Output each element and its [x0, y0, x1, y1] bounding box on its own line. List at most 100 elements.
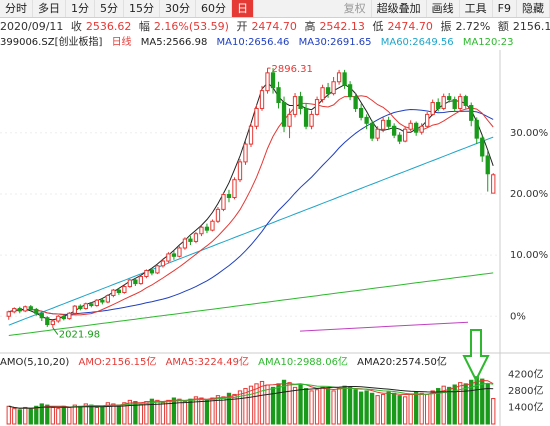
volume-bar: [199, 397, 204, 425]
candle-body: [336, 72, 342, 83]
volume-bar: [226, 392, 232, 425]
toolbar-item-1[interactable]: 超级叠加: [372, 0, 427, 17]
volume-bar: [116, 404, 122, 425]
volume-bar: [182, 401, 188, 425]
volume-bar: [425, 393, 430, 425]
volume-bar: [122, 402, 127, 425]
candle-body: [375, 128, 380, 139]
candle-body: [232, 179, 237, 199]
candle-body: [237, 161, 243, 181]
tab-6[interactable]: 60分: [196, 0, 232, 17]
candle-body: [89, 303, 94, 307]
volume-bar: [441, 385, 446, 425]
volume-bar: [72, 404, 77, 425]
candle-body: [414, 122, 419, 133]
volume-bar: [89, 404, 94, 425]
volume-bar: [6, 405, 11, 425]
candle-body: [100, 299, 105, 303]
candle-body: [265, 72, 270, 92]
toolbar-item-4[interactable]: F9: [493, 0, 517, 17]
ma5-line: [8, 82, 494, 321]
toolbar-item-3[interactable]: 工具: [460, 0, 493, 17]
tab-3[interactable]: 5分: [95, 0, 124, 17]
candle-body: [67, 312, 72, 320]
tab-1[interactable]: 多日: [33, 0, 66, 17]
ma250-line: [299, 321, 469, 332]
candle-body: [369, 122, 375, 139]
change-label: 幅: [138, 20, 150, 33]
change-value: 2.16%(53.59): [153, 20, 229, 33]
ma120-legend: MA120:23: [462, 37, 514, 48]
candle-body: [177, 247, 182, 257]
tab-5[interactable]: 30分: [160, 0, 196, 17]
low-label: 低: [372, 20, 384, 33]
low-price-pointer: [52, 327, 59, 335]
volume-bar: [309, 390, 314, 425]
candle-body: [458, 96, 463, 109]
tab-2[interactable]: 1分: [66, 0, 95, 17]
ma30-legend: MA30:2691.65: [298, 37, 372, 48]
volume-bar: [100, 405, 105, 425]
price-tick-label: 30.00%: [510, 128, 548, 139]
toolbar-item-2[interactable]: 画线: [427, 0, 460, 17]
index-code: 399006.SZ: [0, 37, 55, 48]
volume-bar: [364, 390, 369, 425]
candle-body: [397, 134, 402, 142]
candle-body: [155, 265, 160, 274]
candle-body: [358, 107, 364, 118]
candle-body: [243, 143, 248, 163]
volume-bar: [270, 386, 276, 425]
volume-bar: [281, 379, 287, 425]
candle-body: [331, 81, 336, 95]
volume-bar: [391, 392, 397, 425]
candle-body: [221, 194, 226, 210]
volume-bar: [325, 388, 331, 425]
volume-bar: [232, 393, 237, 425]
candle-body: [116, 289, 122, 294]
candle-body: [380, 119, 386, 130]
candle-body: [17, 308, 22, 312]
candle-body: [287, 113, 292, 127]
volume-bar: [127, 399, 133, 425]
volume-bar: [403, 396, 408, 425]
candle-body: [309, 113, 314, 127]
toolbar-item-5[interactable]: 隐藏: [517, 0, 550, 17]
amo-ma10-line: [8, 382, 494, 409]
kline-chart[interactable]: 30.00% 20.00% 10.00% 0% 2896.31 2021.98 4200亿 2…: [0, 50, 550, 426]
volume-bar: [149, 398, 155, 425]
amount-value: 2156.15亿: [512, 20, 550, 33]
candle-body: [419, 125, 424, 133]
candle-body: [133, 279, 138, 285]
low-value: 2474.70: [387, 20, 433, 33]
ma60-legend: MA60:2649.56: [380, 37, 454, 48]
candle-body: [325, 87, 331, 95]
volume-bar: [331, 390, 336, 425]
candle-body: [138, 275, 144, 285]
tab-7[interactable]: 日: [232, 0, 254, 17]
tab-4[interactable]: 15分: [124, 0, 160, 17]
volume-bar: [94, 406, 99, 425]
volume-bar: [221, 396, 226, 425]
volume-bar: [336, 388, 342, 425]
amo-ma20-line: [8, 386, 494, 409]
volume-bar: [83, 403, 88, 425]
high-label: 高: [304, 20, 316, 33]
volume-bar: [397, 395, 402, 425]
volume-bar: [287, 382, 292, 425]
candle-body: [447, 96, 452, 101]
close-label: 收: [70, 20, 82, 33]
candle-body: [61, 315, 66, 320]
volume-bar: [67, 406, 72, 425]
ma30-line: [8, 108, 494, 315]
candle-body: [342, 72, 347, 86]
candle-body: [386, 119, 391, 127]
volume-bar: [138, 403, 144, 425]
volume-bar: [436, 388, 441, 425]
toolbar-item-0[interactable]: 复权: [339, 0, 372, 17]
tab-0[interactable]: 分时: [0, 0, 33, 17]
price-tick-label: 10.00%: [510, 250, 548, 261]
candle-body: [72, 305, 77, 314]
ma5-legend: MA5:2566.98: [140, 37, 208, 48]
candle-body: [248, 125, 254, 145]
candle-body: [127, 279, 133, 288]
